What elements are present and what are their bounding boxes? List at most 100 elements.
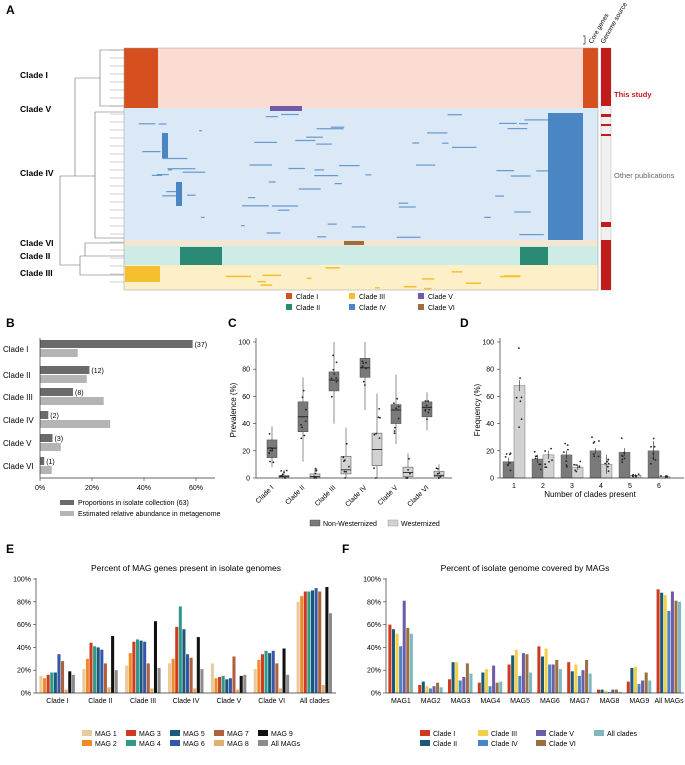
e-bar [278,688,282,693]
e-bar [196,637,200,693]
e-tick-label: 20% [17,668,31,675]
legend-swatch-clade-ii [286,304,292,310]
c-point [285,469,288,472]
f-bar [626,681,630,693]
source-mark-this-study [601,240,611,290]
heat-mark-clade-iv [427,132,448,134]
heat-mark-clade-iv [167,168,196,170]
e-legend-swatch [258,740,268,746]
panel-letter-e: E [6,542,14,556]
d-point [652,437,655,440]
f-legend-label: Clade VI [549,741,576,748]
legend-swatch-clade-iv [349,304,355,310]
f-bar [406,628,410,693]
e-bar [318,591,322,693]
heat-mark-clade-iii [225,275,252,278]
c-point [364,384,366,386]
c-point [407,469,409,471]
c-point [394,426,396,429]
c-legend-label-1: Westernized [401,521,440,528]
c-point [365,361,367,364]
f-cat-label: MAG8 [600,698,620,705]
f-bar [607,691,611,693]
d-point [623,457,626,460]
d-point [592,442,595,444]
b-tick-label: 40% [137,485,151,492]
d-point [539,463,542,466]
heat-mark-clade-iv [484,216,491,218]
b-cat-0: Clade I [3,345,28,354]
d-point [519,377,521,379]
c-point [271,449,273,452]
c-point [301,426,303,429]
f-bar [637,683,641,693]
e-bar [239,675,243,693]
heat-mark-clade-iv [339,165,360,167]
legend-swatch-clade-iii [349,293,355,299]
heat-mark-clade-iv [138,123,156,125]
c-point [361,360,364,363]
e-bar [193,688,197,693]
heat-mark-clade-iii [262,274,281,277]
d-point [607,458,610,461]
c-tick-label: 0 [246,476,250,483]
heat-mark-clade-iv [499,122,517,124]
panel-letter-c: C [228,316,237,330]
e-bar [50,672,54,693]
heat-mark-clade-iv [316,128,344,130]
c-point [281,475,284,478]
heat-mark-clade-iv [266,232,281,234]
d-tick-label: 20 [486,448,494,455]
heat-block-clade-v [270,106,302,111]
e-title: Percent of MAG genes present in isolate … [91,563,281,573]
heat-mark-clade-iii [374,287,380,289]
d-point [632,475,634,478]
heat-mark-clade-iv [162,195,178,197]
c-point [304,420,307,423]
f-legend-swatch [478,740,488,746]
heat-mark-clade-iv [277,209,290,211]
c-point [304,408,307,411]
e-bar [135,639,139,693]
legend-label-clade-vi: Clade VI [428,305,455,312]
c-point [314,472,317,475]
heat-mark-clade-iv [281,113,299,116]
e-legend-label: MAG 4 [139,741,161,748]
f-legend-swatch [478,730,488,736]
legend-label-clade-v: Clade V [428,294,453,301]
heat-mark-clade-iv [176,182,182,206]
source-label-this-study: This study [614,90,652,99]
d-point [564,442,566,445]
e-bar [85,658,89,693]
f-bar [432,686,436,693]
f-title: Percent of isolate genome covered by MAG… [441,563,610,573]
f-bar [447,679,452,693]
d-point [621,461,624,464]
e-bar [153,621,157,693]
e-bar [232,656,236,693]
d-tick-label: 100 [482,340,494,347]
f-bar [529,672,533,693]
e-bar [303,591,307,693]
d-point [650,462,652,465]
e-bar [68,671,72,693]
f-bar [570,671,574,693]
clade-label-vi: Clade VI [20,238,54,248]
f-bar [577,675,581,693]
d-point [621,455,624,457]
e-cat-label: Clade VI [258,698,285,705]
f-bar [641,680,645,693]
heat-mark-clade-iii [403,286,417,288]
e-legend-label: MAG 8 [227,741,249,748]
e-tick-label: 40% [17,645,31,652]
e-bar [307,591,311,693]
heat-mark-clade-iv [295,139,316,142]
heat-mark-clade-iv [314,175,339,177]
f-bar [585,659,589,693]
heat-mark-clade-iv [268,181,276,183]
b-legend-swatch-1 [60,511,74,516]
c-legend-swatch-1 [387,519,399,527]
band-clade-ii [124,246,598,265]
c-point [300,437,303,440]
e-cat-label: All clades [300,698,330,705]
